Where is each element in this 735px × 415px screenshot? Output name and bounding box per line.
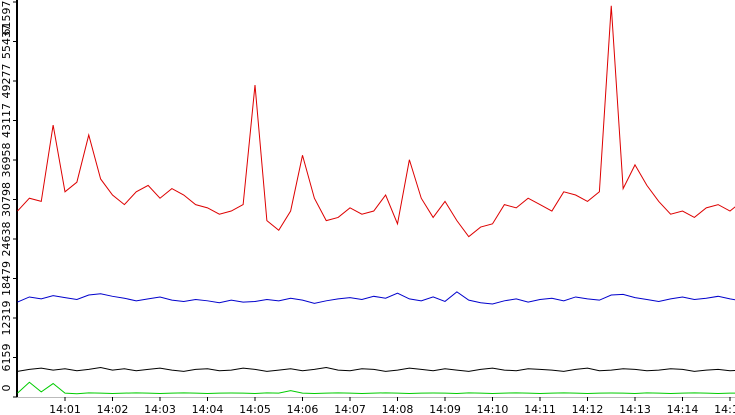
y-tick-label: 43117 <box>0 103 13 138</box>
x-tick-label: 14:14 <box>667 403 699 415</box>
y-tick-label: 36958 <box>0 143 13 178</box>
x-tick-label: 14:13 <box>619 403 651 415</box>
x-tick-label: 14:15 <box>714 403 735 415</box>
x-tick-label: 14:04 <box>192 403 224 415</box>
series-line <box>17 381 735 395</box>
x-tick-label: 14:08 <box>382 403 414 415</box>
x-tick-label: 14:10 <box>477 403 509 415</box>
x-tick-label: 14:12 <box>572 403 604 415</box>
series-line <box>17 291 735 305</box>
series-line <box>17 5 735 238</box>
x-tick-label: 14:02 <box>97 403 129 415</box>
y-tick-label: 12319 <box>0 301 13 336</box>
x-tick-label: 14:11 <box>524 403 556 415</box>
y-tick-label: 49277 <box>0 64 13 99</box>
y-tick-label: 0 <box>0 385 13 392</box>
x-tick-label: 14:06 <box>287 403 319 415</box>
x-tick-label: 14:05 <box>239 403 271 415</box>
y-tick-label: 30798 <box>0 182 13 217</box>
series-line <box>17 366 735 372</box>
y-tick-label: 18479 <box>0 261 13 296</box>
x-tick-label: 14:03 <box>144 403 176 415</box>
y-tick-label: 55437 <box>0 24 13 59</box>
y-tick-label: 6159 <box>0 344 13 372</box>
x-tick-label: 14:09 <box>429 403 461 415</box>
x-tick-label: 14:07 <box>334 403 366 415</box>
x-tick-label: 14:01 <box>49 403 81 415</box>
y-tick-label: 24638 <box>0 222 13 257</box>
y-tick-label: 61597 <box>0 1 13 36</box>
